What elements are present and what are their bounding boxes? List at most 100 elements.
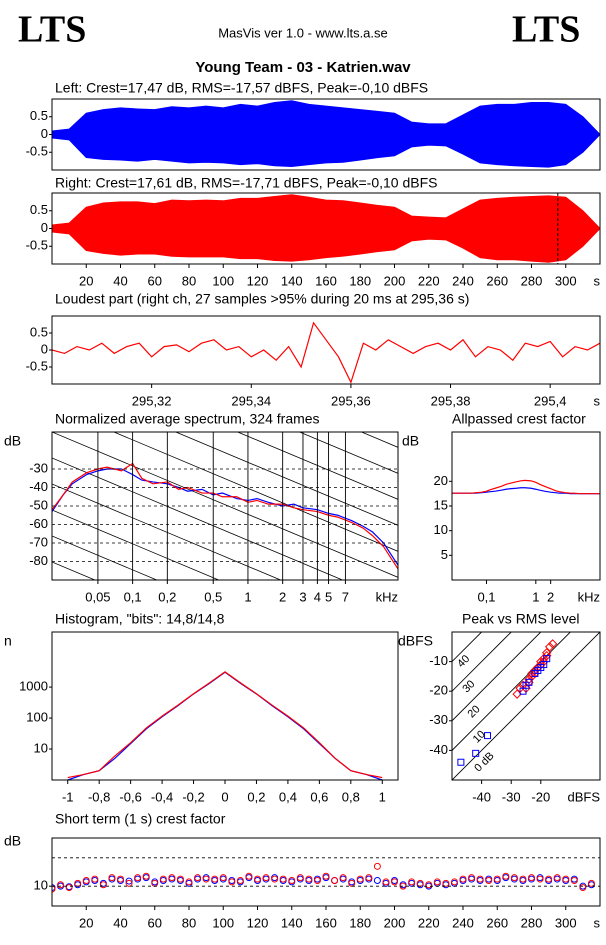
point <box>202 875 210 883</box>
x-tick-label: 80 <box>182 915 196 930</box>
y-tick-label: -30 <box>429 712 448 727</box>
x-axis-unit: dBFS <box>567 789 600 804</box>
file-title: Young Team - 03 - Katrien.wav <box>195 59 411 76</box>
y-tick-label: 0.5 <box>30 202 48 217</box>
y-tick-label: -0.5 <box>26 358 48 373</box>
y-tick-label: 1000 <box>19 679 48 694</box>
point <box>540 661 548 669</box>
x-tick-label: 5 <box>325 589 332 604</box>
point <box>288 877 296 884</box>
y-tick-label: 0 <box>41 341 48 356</box>
y-tick-label: 100 <box>26 709 48 724</box>
chart-title: Loudest part (right ch, 27 samples >95% … <box>55 291 469 307</box>
series-line <box>67 671 383 779</box>
x-tick-label: 0,6 <box>310 789 328 804</box>
x-tick-label: 20 <box>79 915 93 930</box>
y-tick-label: -50 <box>29 497 48 512</box>
diagonal-guide <box>52 432 398 578</box>
x-axis-unit: kHz <box>578 589 600 604</box>
point <box>553 874 561 882</box>
x-tick-label: 220 <box>418 915 440 930</box>
x-tick-label: 40 <box>113 273 127 288</box>
x-tick-label: 295,36 <box>331 393 371 408</box>
x-tick-label: 160 <box>315 915 337 930</box>
x-axis-unit: s <box>594 273 601 288</box>
point <box>542 650 552 661</box>
point <box>185 878 193 886</box>
x-tick-label: 260 <box>486 273 508 288</box>
diagonal-guide <box>174 432 398 526</box>
point <box>365 874 373 882</box>
plot-frame <box>51 98 601 171</box>
point <box>142 872 150 880</box>
point <box>322 872 330 880</box>
point <box>547 639 558 649</box>
point <box>468 874 476 882</box>
point <box>296 874 304 882</box>
point <box>450 878 458 886</box>
x-tick-label: 0,4 <box>279 789 297 804</box>
point <box>194 874 202 882</box>
point <box>65 884 73 892</box>
point <box>313 877 321 884</box>
point <box>339 874 347 882</box>
x-tick-label: 295,34 <box>231 393 271 408</box>
y-tick-label: -80 <box>29 553 48 568</box>
point <box>91 875 99 883</box>
point <box>236 877 244 884</box>
x-tick-label: 1 <box>244 589 251 604</box>
x-tick-label: 160 <box>315 273 337 288</box>
point <box>219 874 227 882</box>
point <box>484 732 492 740</box>
point <box>528 874 535 882</box>
x-tick-label: 2 <box>547 589 554 604</box>
y-tick-label: -20 <box>429 683 448 698</box>
point <box>579 884 587 892</box>
x-tick-label: 120 <box>247 915 269 930</box>
point <box>391 878 398 886</box>
y-tick-label: 0 <box>41 126 48 141</box>
chart-title: Short term (1 s) crest factor <box>55 811 226 827</box>
x-tick-label: 200 <box>384 915 406 930</box>
diagonal-guide <box>112 432 398 552</box>
chart-title: Allpassed crest factor <box>452 411 586 427</box>
x-tick-label: 120 <box>247 273 269 288</box>
x-tick-label: 0,1 <box>477 589 495 604</box>
logo-right: LTS <box>512 9 580 51</box>
point <box>476 875 484 883</box>
point <box>562 875 570 883</box>
point <box>493 875 501 883</box>
point <box>82 877 90 884</box>
logo-left: LTS <box>18 9 86 51</box>
point <box>228 878 236 886</box>
x-tick-label: 100 <box>212 273 234 288</box>
plot-frame <box>51 431 399 581</box>
y-tick-label: -40 <box>29 479 48 494</box>
crest-reference-line <box>452 632 572 751</box>
app-info: MasVis ver 1.0 - www.lts.a.se <box>218 25 388 40</box>
plot-area <box>52 193 600 264</box>
y-axis-label: n <box>4 633 12 649</box>
point <box>211 875 219 883</box>
point <box>57 881 65 889</box>
point <box>587 879 595 887</box>
point <box>457 758 465 766</box>
x-tick-label: 260 <box>486 915 508 930</box>
y-tick-label: 0.5 <box>30 108 48 123</box>
x-tick-label: 0,05 <box>85 589 110 604</box>
x-tick-label: -40 <box>472 789 491 804</box>
point <box>502 872 510 880</box>
x-tick-label: 180 <box>349 915 371 930</box>
plot-area <box>52 432 398 580</box>
x-tick-label: 295,38 <box>431 393 471 408</box>
point <box>539 653 549 664</box>
point <box>117 875 124 883</box>
x-tick-label: 220 <box>418 273 440 288</box>
chart-title: Peak vs RMS level <box>462 611 579 627</box>
point <box>176 875 184 883</box>
x-tick-label: -0,8 <box>88 789 110 804</box>
x-tick-label: -0,2 <box>182 789 204 804</box>
x-tick-label: 295,4 <box>534 393 567 408</box>
y-tick-label: 0 <box>41 220 48 235</box>
x-tick-label: -30 <box>502 789 521 804</box>
